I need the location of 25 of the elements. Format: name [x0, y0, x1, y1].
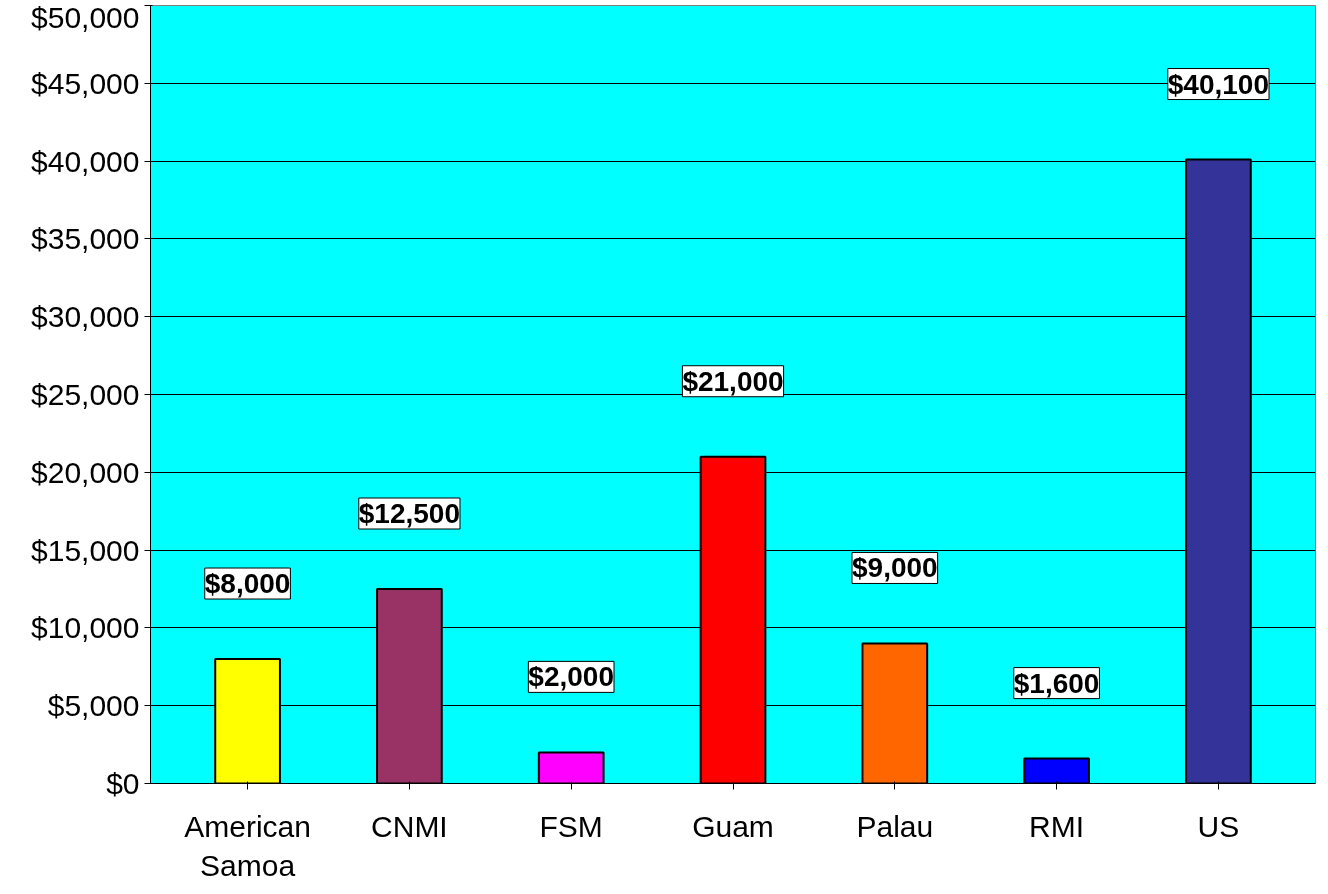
x-tick-label: American Samoa [184, 809, 311, 883]
y-tick-label: $50,000 [31, 0, 140, 34]
y-tick-label: $0 [106, 767, 140, 800]
y-tick-label: $15,000 [31, 533, 140, 567]
data-label: $21,000 [682, 365, 784, 397]
x-tick-label: FSM [539, 809, 603, 843]
y-tick-label: $25,000 [31, 378, 140, 411]
data-label: $2,000 [528, 661, 615, 693]
x-tick-label: RMI [1029, 809, 1085, 843]
y-tick-label: $45,000 [31, 66, 140, 100]
y-tick-label: $20,000 [31, 455, 140, 489]
x-tick-label: Guam [692, 809, 774, 843]
y-tick-label: $40,000 [31, 144, 140, 178]
x-tick-label: CNMI [371, 809, 448, 843]
data-label: $8,000 [204, 568, 291, 600]
y-tick-label: $5,000 [47, 689, 140, 723]
x-tick-label: US [1197, 809, 1240, 843]
data-label: $1,600 [1013, 667, 1100, 699]
y-tick-label: $35,000 [31, 222, 140, 256]
x-tick-label: Palau [856, 809, 934, 843]
data-label: $12,500 [358, 498, 460, 529]
y-tick-label: $30,000 [31, 300, 140, 334]
y-tick-label: $10,000 [31, 611, 140, 645]
data-label: $40,100 [1167, 68, 1270, 100]
data-label: $9,000 [851, 552, 938, 584]
